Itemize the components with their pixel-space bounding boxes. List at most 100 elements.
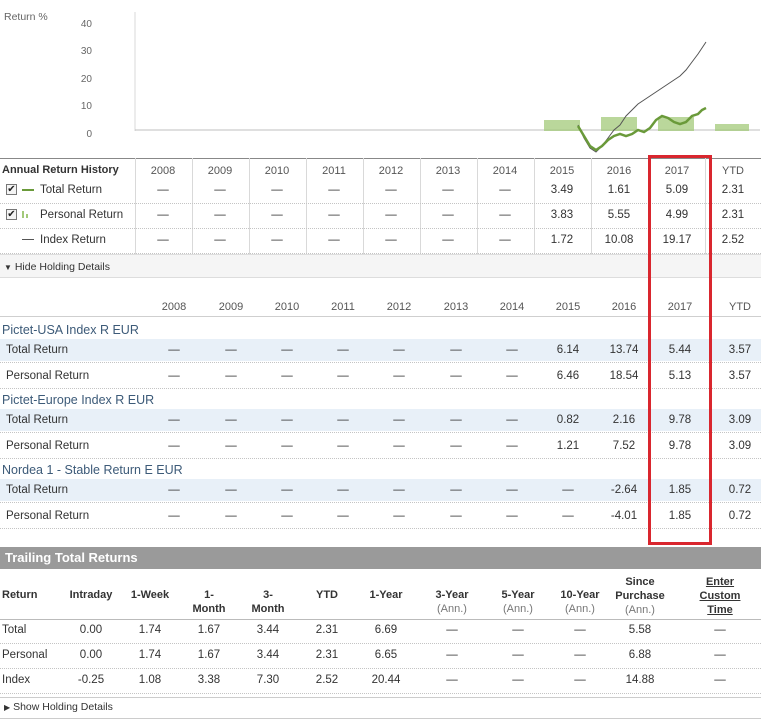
year-header: 2010 <box>274 301 300 313</box>
header-line: 1-Week <box>130 589 170 601</box>
row-value: 2.16 <box>612 414 636 426</box>
row-value: — <box>499 209 511 221</box>
row-value: — <box>225 370 237 382</box>
row-value: — <box>168 440 180 452</box>
header-line: (Ann.) <box>503 603 533 615</box>
year-header: 2014 <box>492 165 518 177</box>
trailing-value: 3.44 <box>256 649 280 661</box>
trailing-value: — <box>512 624 524 636</box>
row-value: — <box>328 209 340 221</box>
checkbox[interactable]: ✔ <box>6 184 17 195</box>
trailing-value: 1.67 <box>197 649 221 661</box>
row-value: 3.57 <box>728 370 752 382</box>
row-value: — <box>442 209 454 221</box>
row-divider <box>0 693 761 694</box>
trailing-value: 0.00 <box>79 649 103 661</box>
row-value: 1.61 <box>607 184 631 196</box>
row-value: — <box>281 440 293 452</box>
year-header: 2011 <box>331 301 355 313</box>
annual-return-history-heading: Annual Return History <box>2 164 119 176</box>
trailing-column-header[interactable]: Enter Custom Time <box>691 575 749 617</box>
row-value: 2.31 <box>721 184 745 196</box>
row-value: — <box>337 344 349 356</box>
holding-name: Nordea 1 - Stable Return E EUR <box>2 463 183 477</box>
row-value: — <box>499 234 511 246</box>
triangle-down-icon: ▼ <box>4 263 12 272</box>
bar-ytd-personal <box>715 124 749 131</box>
header-line: (Ann.) <box>565 603 595 615</box>
checkbox[interactable]: ✔ <box>6 209 17 220</box>
row-value: — <box>337 484 349 496</box>
row-label: Personal Return <box>6 510 90 522</box>
trailing-value: — <box>512 674 524 686</box>
y-tick-label: 40 <box>81 19 93 30</box>
row-divider <box>0 362 761 363</box>
row-label: Total Return <box>6 414 69 426</box>
series-index-line <box>577 41 707 153</box>
row-value: — <box>385 209 397 221</box>
trailing-value: 1.08 <box>138 674 162 686</box>
header-line: 3- <box>263 589 273 601</box>
row-value: — <box>271 209 283 221</box>
hide-holding-details-toggle[interactable]: ▼ Hide Holding Details <box>4 261 110 273</box>
row-value: 18.54 <box>609 370 639 382</box>
row-band <box>0 409 761 431</box>
trailing-column-header: 1-Week <box>124 588 176 602</box>
header-line: Purchase <box>615 590 665 602</box>
column-separator <box>591 158 592 254</box>
trailing-value: 2.31 <box>315 624 339 636</box>
row-value: 5.13 <box>668 370 692 382</box>
row-value: 5.44 <box>668 344 692 356</box>
row-band <box>0 339 761 361</box>
header-line[interactable]: Enter <box>705 576 735 588</box>
show-holding-details-toggle[interactable]: ▶ Show Holding Details <box>4 701 113 713</box>
year-header: 2014 <box>499 301 525 313</box>
header-line: Month <box>192 603 226 615</box>
row-value: 1.85 <box>668 510 692 522</box>
chart-y-axis-label: Return % <box>4 11 48 23</box>
column-separator <box>534 158 535 254</box>
year-header: 2015 <box>549 165 575 177</box>
row-value: — <box>499 184 511 196</box>
row-value: — <box>506 510 518 522</box>
column-separator <box>705 158 706 254</box>
trailing-value: — <box>574 649 586 661</box>
trailing-value: — <box>446 624 458 636</box>
header-line: Intraday <box>69 589 113 601</box>
row-value: 3.09 <box>728 440 752 452</box>
column-separator <box>363 158 364 254</box>
header-divider <box>0 619 761 620</box>
row-label: Total Return <box>6 484 69 496</box>
row-value: — <box>168 414 180 426</box>
header-line[interactable]: Custom <box>699 590 741 602</box>
row-value: — <box>506 414 518 426</box>
year-header: 2008 <box>161 301 187 313</box>
row-value: — <box>450 370 462 382</box>
trailing-value: — <box>714 674 726 686</box>
header-line[interactable]: Time <box>707 604 733 616</box>
row-value: — <box>281 344 293 356</box>
row-value: — <box>337 510 349 522</box>
row-value: — <box>281 484 293 496</box>
row-value: — <box>506 440 518 452</box>
row-value: — <box>337 414 349 426</box>
column-separator <box>477 158 478 254</box>
row-value: — <box>450 414 462 426</box>
row-value: — <box>328 184 340 196</box>
trailing-value: -0.25 <box>77 674 105 686</box>
trailing-value: — <box>714 649 726 661</box>
row-value: — <box>225 440 237 452</box>
trailing-column-header: 1-Year <box>362 588 410 602</box>
row-value: 2.52 <box>721 234 745 246</box>
row-value: — <box>225 344 237 356</box>
row-value: — <box>214 184 226 196</box>
year-header: 2012 <box>378 165 404 177</box>
row-divider <box>0 668 761 669</box>
trailing-value: — <box>446 649 458 661</box>
row-value: 3.09 <box>728 414 752 426</box>
row-label: Personal Return <box>40 209 124 221</box>
row-value: — <box>281 370 293 382</box>
year-header: 2008 <box>150 165 176 177</box>
row-value: — <box>442 184 454 196</box>
row-value: 3.83 <box>550 209 574 221</box>
